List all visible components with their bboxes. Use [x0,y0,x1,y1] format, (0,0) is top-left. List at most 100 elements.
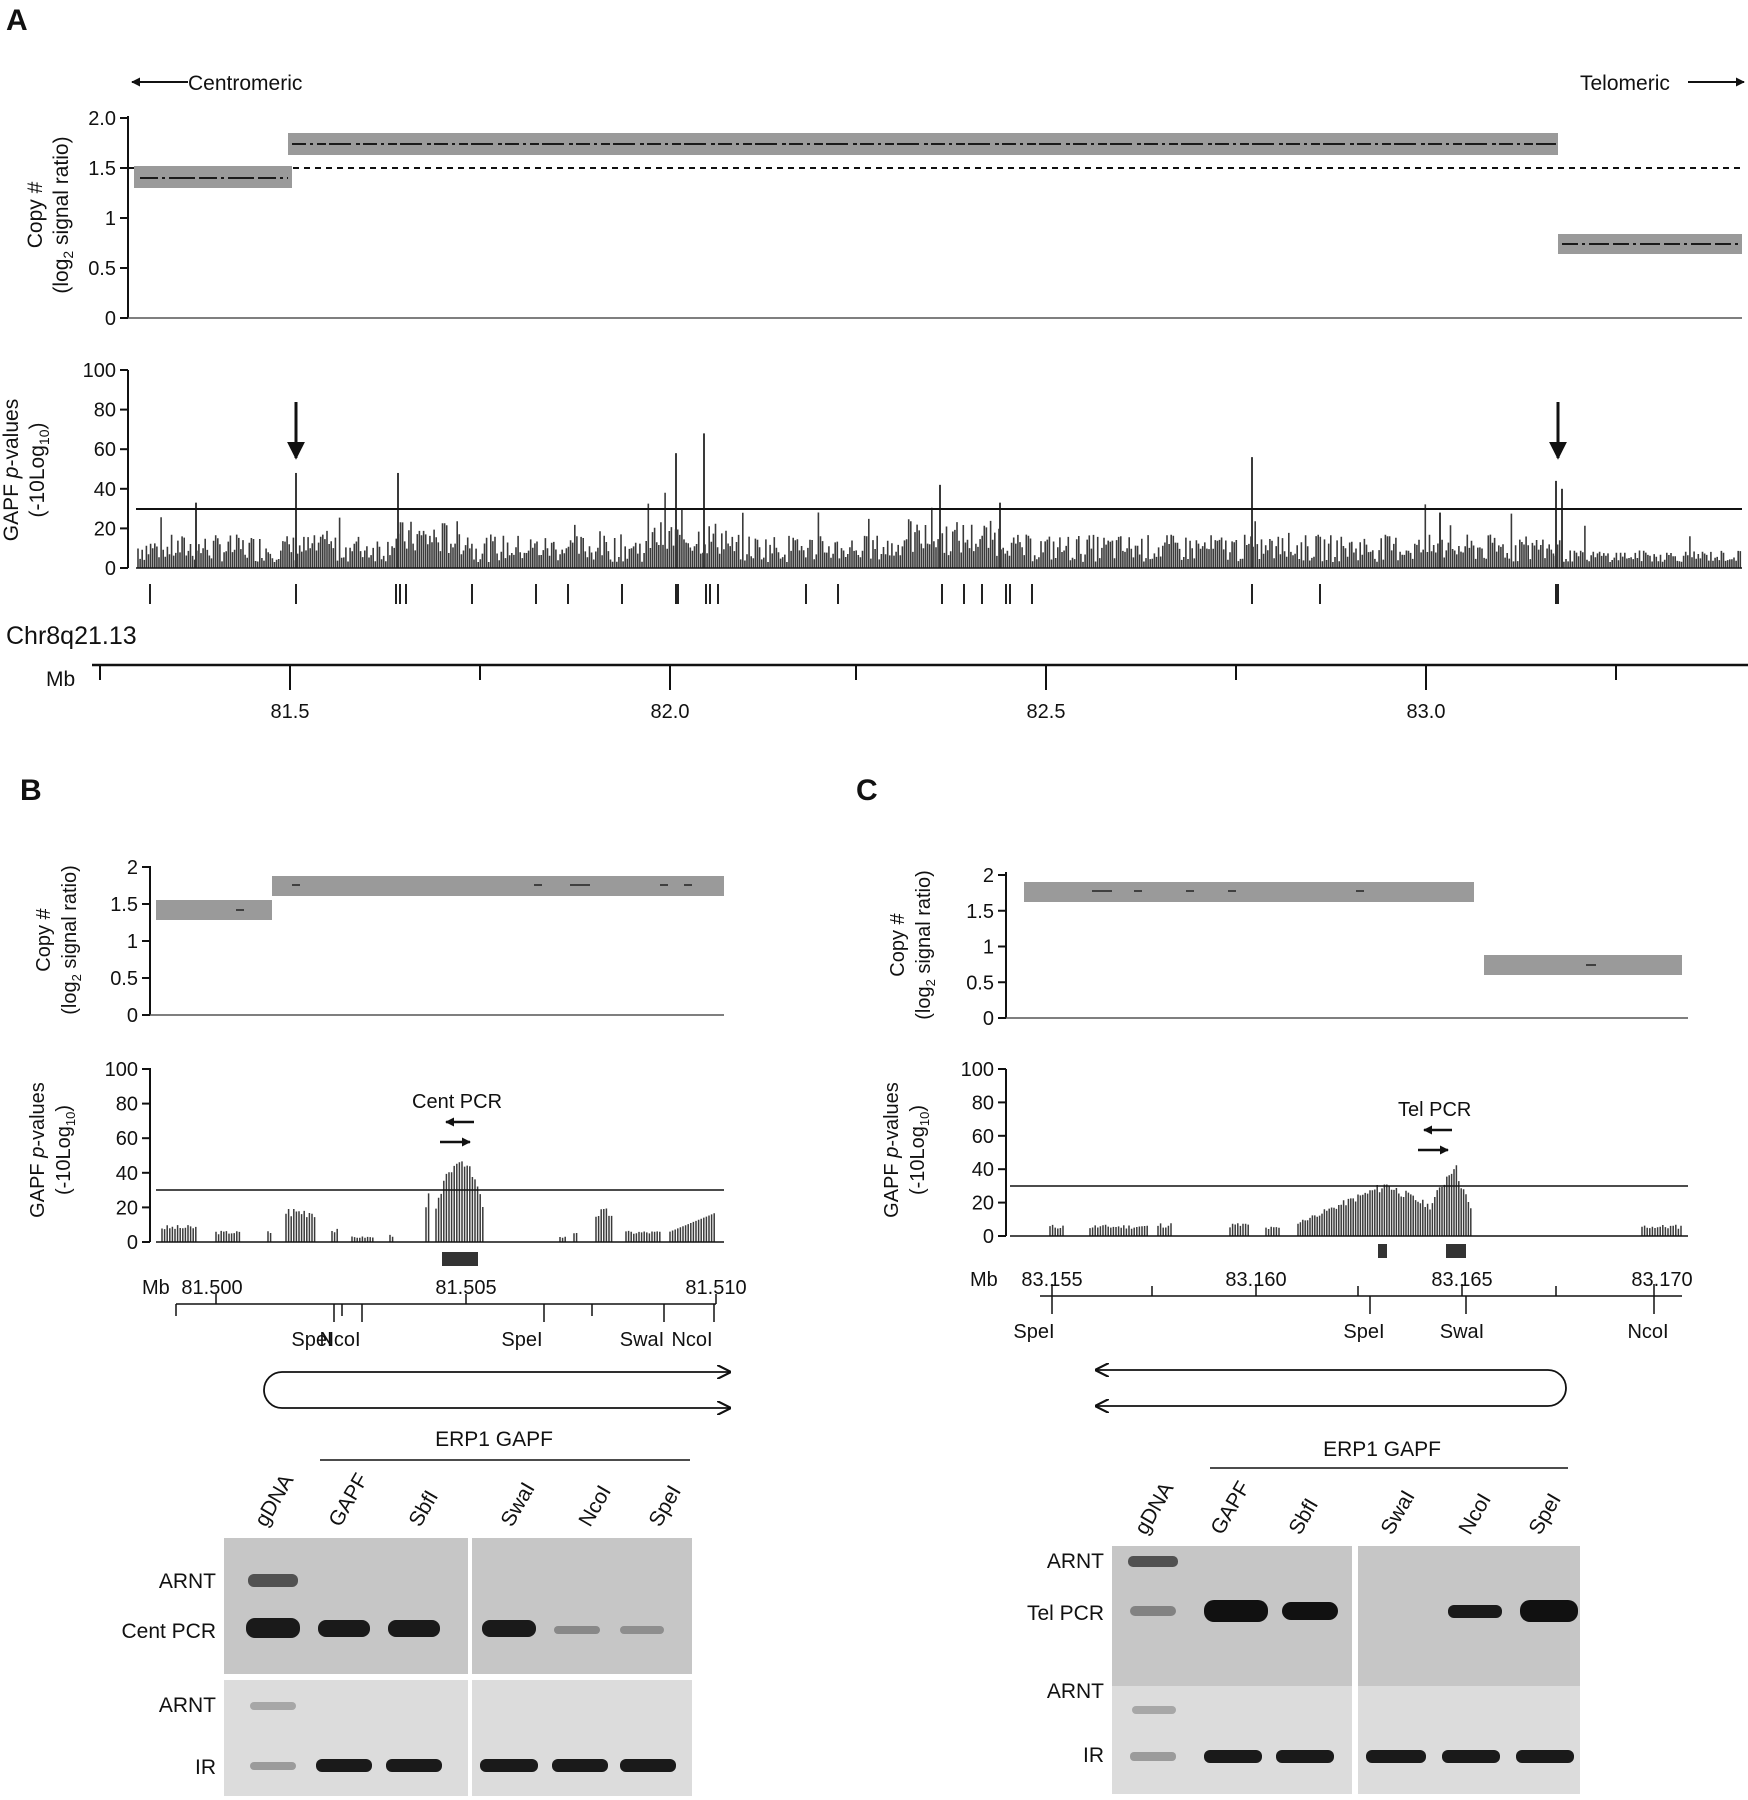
gapf-plot-c: 100 80 60 40 20 0 Tel PCR GAPF p-values (-10L… [881,1059,1688,1258]
copy-ylabel-c-line2: (log2 signal ratio) [913,870,938,1020]
gel-b-bottom-left [224,1680,468,1796]
mb-tick-label-a: 83.0 [1407,701,1446,723]
gel-b-row-ir: IR [195,1756,216,1779]
gapf-bars-c [1049,1165,1682,1236]
gapf-bars-a [137,433,1742,568]
gapf-ylabel-c-line2: (-10Log10) [907,1105,932,1195]
centromeric-label: Centromeric [188,72,302,95]
gapf-construct-b [263,1372,730,1408]
erp1-gapf-label-b: ERP1 GAPF [435,1428,553,1451]
gapf-ylabel-b-line1: GAPF p-values [27,1082,49,1218]
panel-b-letter: B [20,774,42,807]
gapf-bars-c-profile [1049,1165,1682,1236]
gel-b-top-left [224,1538,468,1674]
panel-c: C 2 1.5 1 0.5 0 Copy # (log2 signal ratio) 1… [856,774,1693,1794]
copy-y-b-tick-label: 0 [127,1005,138,1027]
gel-c-row-arnt-top: ARNT [1047,1550,1104,1573]
gel-b-lane-label: SwaI [496,1479,539,1531]
copy-segment-b-1 [156,900,272,920]
copy-y-b-tick-label: 2 [127,857,138,879]
copy-probes-c [1092,890,1596,966]
gel-c-row-tel-pcr: Tel PCR [1027,1602,1104,1625]
copy-ylabel-b-line1: Copy # [33,907,55,971]
gapf-y-c-tick-label: 60 [972,1126,994,1148]
gapf-ylabel-a-line1: GAPF p-values [0,399,23,541]
gel-b-lane-label: SpeI [644,1482,686,1531]
significant-ticks-a [149,584,1559,604]
gapf-construct-c [1096,1370,1567,1406]
copy-y-c-tick-label: 0.5 [966,972,994,994]
mb-tick-label-b: 81.500 [181,1277,242,1299]
restriction-site-label-b: SpeI [291,1329,332,1351]
restriction-site-label-b: NcoI [319,1329,360,1351]
mb-label-c: Mb [970,1269,998,1291]
copy-y-a-tick-label: 0 [105,308,116,330]
gapf-plot-a: 100 80 60 40 20 0 GAPF p-values (-10Log10) [0,360,1742,604]
gel-b-bottom-right [472,1680,692,1796]
copy-y-c-tick-label: 2 [983,865,994,887]
restriction-site-label-b: SwaI [620,1329,664,1351]
copy-y-a-tick-label: 1.5 [88,158,116,180]
gapf-bars-b-profile [161,1161,715,1242]
gapf-y-c-tick-label: 100 [961,1059,994,1081]
pcr-probe-c [1378,1244,1387,1258]
erp1-gapf-label-c: ERP1 GAPF [1323,1438,1441,1461]
gel-c-lane-label: GAPF [1206,1477,1255,1538]
copy-y-b-tick-label: 1.5 [110,894,138,916]
mb-tick-label-c: 83.165 [1431,1269,1492,1291]
gapf-ylabel-a-line2: (-10Log10) [26,423,52,518]
copy-segment-b-2 [272,876,724,896]
gapf-y-a-tick-label: 100 [83,360,116,382]
restriction-site-label-c: SwaI [1440,1321,1484,1343]
gapf-y-b-tick-label: 60 [116,1128,138,1150]
copy-ylabel-a-line2: (log2 signal ratio) [50,136,76,293]
panel-a: A Centromeric Telomeric 2.0 1.5 1 0.5 0 Copy… [0,4,1748,723]
gel-c-lane-label: SpeI [1524,1490,1566,1539]
gel-b-lane-label: gDNA [250,1470,298,1530]
gel-b-lane-label: GAPF [324,1469,373,1530]
gapf-y-b-tick-label: 0 [127,1232,138,1254]
chromosome-label: Chr8q21.13 [6,622,137,650]
gapf-y-b-tick-label: 20 [116,1197,138,1219]
mb-label-b: Mb [142,1277,170,1299]
gapf-y-b-tick-label: 100 [105,1059,138,1081]
gapf-y-a-tick-label: 60 [94,439,116,461]
gapf-y-c-tick-label: 0 [983,1226,994,1248]
mb-tick-label-b: 81.510 [685,1277,746,1299]
gapf-plot-b: 100 80 60 40 20 0 Cent PCR GAPF p-values (-10… [27,1059,724,1266]
gapf-y-a-tick-label: 0 [105,558,116,580]
cent-pcr-label: Cent PCR [412,1091,502,1113]
restriction-site-label-c: SpeI [1343,1321,1384,1343]
pcr-amplicon-c [1446,1244,1466,1258]
gel-c-lane-label: SbfI [1284,1495,1323,1539]
gel-b-lane-label: NcoI [574,1482,616,1531]
gel-b-lane-label: SbfI [404,1487,443,1531]
gel-b-row-arnt-bottom: ARNT [159,1694,216,1717]
copy-ylabel-a-line1: Copy # [24,181,47,248]
gapf-ylabel-c-line1: GAPF p-values [881,1082,903,1218]
gapf-y-c-tick-label: 80 [972,1092,994,1114]
copy-y-c-tick-label: 0 [983,1008,994,1030]
gel-c-lane-label: SwaI [1376,1487,1419,1539]
mb-tick-label-a: 81.5 [271,701,310,723]
copy-number-plot-a: 2.0 1.5 1 0.5 0 Copy # (log2 signal ratio) [24,108,1742,330]
copy-y-c-tick-label: 1.5 [966,901,994,923]
gel-b-top-right [472,1538,692,1674]
copy-ylabel-c-line1: Copy # [887,912,909,976]
copy-y-c-tick-label: 1 [983,937,994,959]
gel-c-lane-label: gDNA [1130,1478,1178,1538]
gapf-y-b-tick-label: 80 [116,1094,138,1116]
copy-segment-c-2 [1484,955,1682,975]
panel-c-letter: C [856,774,878,807]
gapf-y-a-tick-label: 40 [94,479,116,501]
restriction-site-label-c: SpeI [1013,1321,1054,1343]
pcr-amplicon-b [442,1252,478,1266]
gapf-y-b-tick-label: 40 [116,1163,138,1185]
gel-c-lane-label: NcoI [1454,1490,1496,1539]
gapf-bars-a-profile [137,492,1742,568]
copy-number-plot-c: 2 1.5 1 0.5 0 Copy # (log2 signal ratio) [887,865,1688,1030]
restriction-site-label-b: SpeI [501,1329,542,1351]
telomeric-label: Telomeric [1580,72,1670,95]
copy-probes-b [236,884,692,911]
